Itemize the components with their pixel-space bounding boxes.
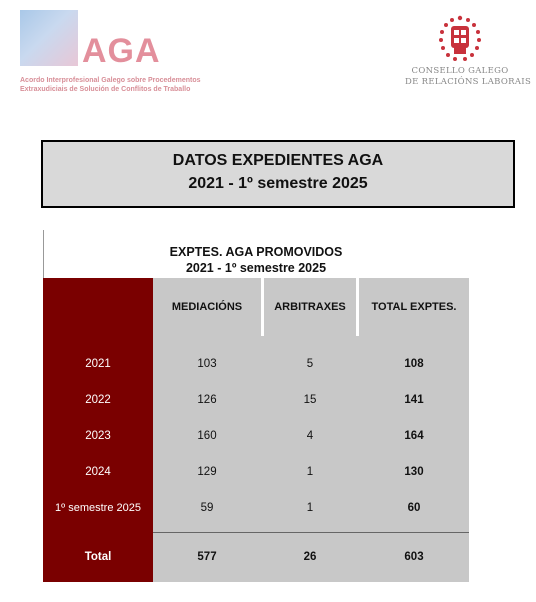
row-label: 2021 xyxy=(85,358,111,370)
consello-seal-icon xyxy=(439,15,481,61)
table-left-rule xyxy=(43,230,44,278)
total-arbitraxes: 26 xyxy=(303,551,317,563)
cell-total: 60 xyxy=(407,502,421,514)
cell-total: 164 xyxy=(404,430,424,442)
total-total: 603 xyxy=(404,551,424,563)
header-separator xyxy=(261,278,264,336)
row-label: 2022 xyxy=(85,394,111,406)
cell-mediacions: 59 xyxy=(200,502,214,514)
total-row-label: Total xyxy=(84,551,112,563)
page-subtitle: 2021 - 1º semestre 2025 xyxy=(188,175,368,192)
values-bg xyxy=(153,336,469,582)
cell-arbitraxes: 4 xyxy=(306,430,314,442)
column-header-total: TOTAL EXPTES. xyxy=(359,278,469,336)
aga-description: Acordo Interprofesional Galego sobre Pro… xyxy=(20,76,201,94)
cell-total: 108 xyxy=(404,358,424,370)
cell-arbitraxes: 1 xyxy=(306,502,314,514)
cell-arbitraxes: 15 xyxy=(303,394,317,406)
aga-logo-icon xyxy=(20,10,78,66)
cell-mediacions: 126 xyxy=(197,394,217,406)
aga-description-line2: Extraxudiciais de Solución de Conflitos … xyxy=(20,86,191,93)
table-title-line1: EXPTES. AGA PROMOVIDOS xyxy=(169,245,343,259)
cell-mediacions: 103 xyxy=(197,358,217,370)
header-separator xyxy=(356,278,359,336)
cell-mediacions: 129 xyxy=(197,466,217,478)
label-column-bg xyxy=(43,336,153,582)
aga-logo: AGA Acordo Interprofesional Galego sobre… xyxy=(20,10,200,95)
cell-total: 141 xyxy=(404,394,424,406)
consello-name: CONSELLO GALEGO DE RELACIÓNS LABORAIS xyxy=(405,66,532,88)
row-label: 2024 xyxy=(85,466,111,478)
consello-name-line2: DE RELACIÓNS LABORAIS xyxy=(405,77,532,87)
cell-arbitraxes: 5 xyxy=(306,358,314,370)
total-separator xyxy=(153,532,469,533)
table-header-corner xyxy=(43,278,153,336)
table-title-line2: 2021 - 1º semestre 2025 xyxy=(185,261,327,275)
total-mediacions: 577 xyxy=(197,551,217,563)
page-title-box: DATOS EXPEDIENTES AGA 2021 - 1º semestre… xyxy=(41,140,515,208)
cell-total: 130 xyxy=(404,466,424,478)
cell-arbitraxes: 1 xyxy=(306,466,314,478)
column-header-arbitraxes: ARBITRAXES xyxy=(264,278,356,336)
column-header-mediacions: MEDIACIÓNS xyxy=(153,278,261,336)
page-title: DATOS EXPEDIENTES AGA xyxy=(172,152,384,169)
row-label: 2023 xyxy=(85,430,111,442)
aga-description-line1: Acordo Interprofesional Galego sobre Pro… xyxy=(20,77,201,84)
table-title: EXPTES. AGA PROMOVIDOS 2021 - 1º semestr… xyxy=(43,244,469,276)
data-table: MEDIACIÓNS ARBITRAXES TOTAL EXPTES. 2021… xyxy=(43,278,469,582)
consello-logo: CONSELLO GALEGO DE RELACIÓNS LABORAIS xyxy=(405,12,532,97)
cell-mediacions: 160 xyxy=(197,430,217,442)
aga-logo-text: AGA xyxy=(82,32,161,70)
row-label: 1º semestre 2025 xyxy=(55,502,141,514)
consello-name-line1: CONSELLO GALEGO xyxy=(411,66,509,76)
